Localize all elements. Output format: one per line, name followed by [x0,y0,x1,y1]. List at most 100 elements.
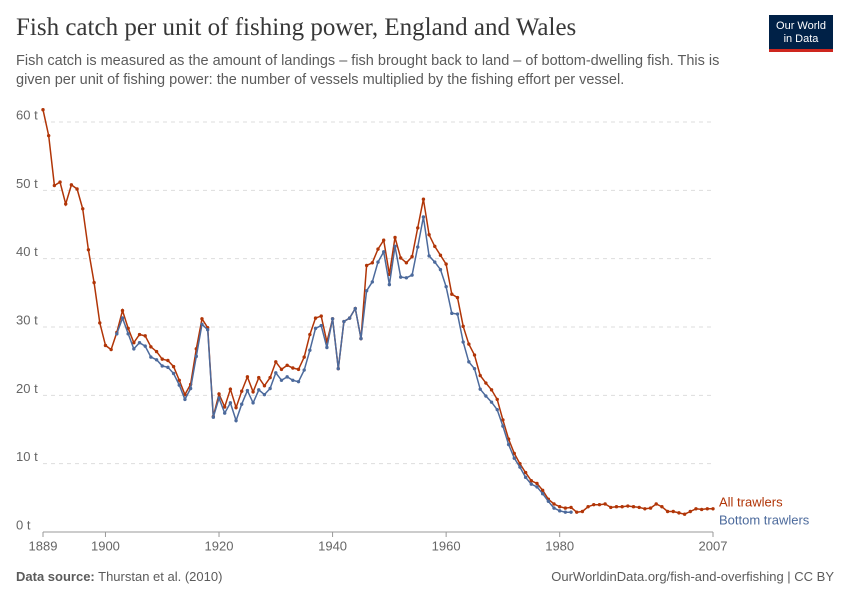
data-point [268,386,272,391]
data-point [552,506,556,510]
data-point [699,507,704,512]
data-point [563,506,568,510]
data-point [552,502,556,506]
data-point [381,238,386,242]
data-point [86,248,91,252]
data-point [149,355,153,359]
data-point [387,282,392,287]
data-point [171,364,176,369]
data-point [404,261,409,265]
data-point [257,388,261,392]
data-point [467,360,471,364]
data-point [597,502,602,507]
data-point [98,321,102,325]
data-point [529,482,534,486]
data-point [563,510,568,514]
source: Data source: Thurstan et al. (2010) [16,569,222,584]
data-point [416,226,420,230]
data-point [370,261,375,265]
data-point [291,366,295,370]
data-point [302,368,306,372]
data-point [109,347,113,352]
data-point [489,388,494,392]
data-point [166,358,170,363]
data-point [472,366,477,371]
logo[interactable]: Our World in Data [769,15,833,52]
data-point [489,400,494,404]
data-point [279,378,284,382]
logo-line: in Data [783,33,819,45]
data-point [484,394,488,398]
y-tick-label: 10 t [16,449,38,464]
x-tick-label: 1889 [29,538,58,553]
data-point [711,507,715,511]
data-point [240,402,244,406]
data-point [285,375,289,379]
data-point [580,509,585,514]
data-point [330,317,335,321]
x-tick-label: 1980 [545,538,574,553]
data-point [682,512,687,516]
data-point [268,375,272,380]
data-point [92,280,96,285]
data-point [75,187,79,191]
data-point [450,292,454,296]
data-point [171,371,176,376]
data-point [291,378,295,382]
series-line [42,109,713,515]
data-point [240,389,244,393]
x-tick-label: 1920 [205,538,234,553]
data-point [274,360,278,364]
data-point [262,384,267,388]
url[interactable]: OurWorldinData.org/fish-and-overfishing … [551,569,834,584]
data-point [677,511,681,515]
data-point [69,183,74,187]
data-point [626,504,630,508]
data-point [506,442,511,447]
data-point [177,383,181,387]
data-point [444,284,448,289]
data-point [228,387,233,391]
data-point [523,475,528,480]
data-point [41,108,45,112]
data-point [535,481,539,486]
data-point [285,363,289,367]
data-point [523,470,528,475]
data-point [603,502,607,506]
data-point [461,324,465,329]
data-point [58,180,62,184]
data-point [450,311,454,316]
data-point [149,345,153,349]
y-tick-label: 50 t [16,176,38,191]
data-point [376,260,380,264]
data-point [535,485,539,489]
data-point [455,312,460,316]
data-point [614,505,619,509]
data-point [370,280,375,284]
data-point [484,381,488,385]
data-point [501,424,505,428]
y-tick-label: 30 t [16,312,38,327]
data-point [455,295,460,300]
y-tick-label: 40 t [16,244,38,259]
data-point [319,314,323,318]
data-point [665,509,670,514]
data-point [364,289,369,293]
data-point [660,505,664,509]
data-point [325,345,329,350]
data-point [132,347,136,351]
data-point [472,353,477,357]
data-point [381,250,386,254]
x-tick-label: 2007 [699,538,728,553]
source-label: Data source: [16,569,95,584]
x-tick-label: 1900 [91,538,120,553]
data-point [643,507,647,511]
data-point [137,341,142,345]
data-point [376,247,380,251]
data-point [427,254,431,258]
data-point [120,308,125,313]
logo-line: Our World [776,20,826,32]
data-point [308,348,312,352]
data-point [433,244,437,249]
data-point [188,386,193,391]
